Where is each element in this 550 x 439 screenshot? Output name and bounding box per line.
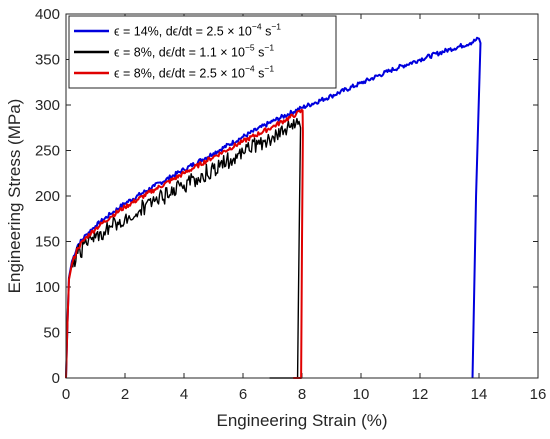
y-tick-label: 50 (43, 325, 60, 342)
series-line-1 (65, 117, 302, 379)
series-line-2 (65, 108, 304, 379)
series-layer (65, 36, 482, 379)
y-tick-label: 150 (35, 234, 60, 251)
y-tick-label: 200 (35, 188, 60, 205)
legend-label-unit: s (255, 46, 265, 60)
series-line-0 (65, 36, 482, 379)
x-tick-label: 16 (530, 386, 547, 403)
x-tick-label: 0 (62, 386, 70, 403)
legend-label-unit-exponent: −1 (264, 64, 274, 74)
x-axis-label: Engineering Strain (%) (216, 411, 387, 430)
legend-label-unit: s (255, 67, 265, 81)
plot-border (65, 13, 539, 379)
y-tick-label: 250 (35, 143, 60, 160)
legend-label-unit-exponent: −1 (264, 43, 274, 53)
x-tick-label: 8 (298, 386, 306, 403)
x-tick-label: 6 (239, 386, 247, 403)
x-tick-label: 10 (353, 386, 370, 403)
legend: ϵ = 14%, dϵ/dt = 2.5 × 10−4 s−1ϵ = 8%, d… (68, 15, 337, 89)
y-tick-label: 0 (52, 370, 60, 387)
legend-label-main: ϵ = 14%, dϵ/dt = 2.5 × 10 (114, 25, 252, 39)
y-tick-label: 350 (35, 52, 60, 69)
legend-label-main: ϵ = 8%, dϵ/dt = 2.5 × 10 (114, 67, 245, 81)
y-tick-label: 400 (35, 6, 60, 23)
legend-label-main: ϵ = 8%, dϵ/dt = 1.1 × 10 (114, 46, 245, 60)
y-tick-label: 100 (35, 279, 60, 296)
legend-label-unit-exponent: −1 (271, 22, 281, 32)
y-axis-label: Engineering Stress (MPa) (5, 99, 24, 294)
legend-label-0: ϵ = 14%, dϵ/dt = 2.5 × 10−4 s−1 (114, 22, 281, 39)
y-tick-label: 300 (35, 97, 60, 114)
x-tick-label: 4 (180, 386, 188, 403)
legend-label-exponent: −5 (245, 43, 255, 53)
legend-box (68, 15, 337, 89)
legend-label-1: ϵ = 8%, dϵ/dt = 1.1 × 10−5 s−1 (114, 43, 274, 60)
legend-label-exponent: −4 (245, 64, 255, 74)
legend-label-unit: s (262, 25, 272, 39)
legend-label-2: ϵ = 8%, dϵ/dt = 2.5 × 10−4 s−1 (114, 64, 274, 81)
x-tick-label: 2 (121, 386, 129, 403)
legend-label-exponent: −4 (252, 22, 262, 32)
x-tick-label: 12 (412, 386, 429, 403)
plot-frame (65, 13, 539, 379)
x-tick-label: 14 (471, 386, 488, 403)
